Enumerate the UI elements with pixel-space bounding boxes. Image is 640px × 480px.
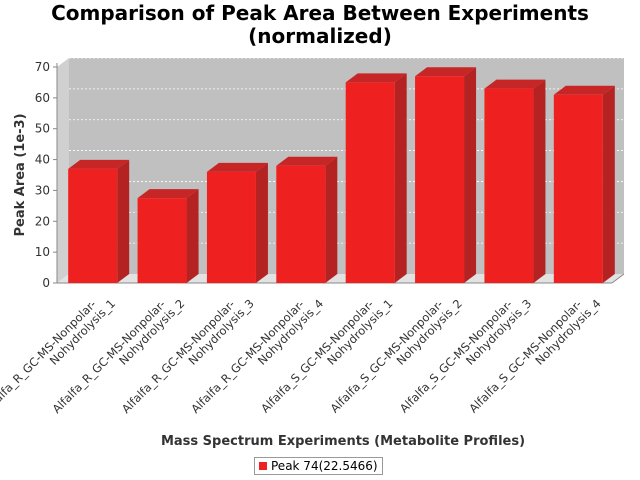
bar bbox=[137, 198, 187, 283]
y-tick-label: 20 bbox=[35, 214, 50, 228]
chart-title-line-2: (normalized) bbox=[248, 24, 392, 48]
bar-side bbox=[533, 79, 546, 283]
plot-floor bbox=[57, 274, 624, 283]
x-tick-label: Alfalfa_S_GC-MS-Nonpolar-Nohydrolysis_1 bbox=[258, 287, 395, 424]
chart-title: Comparison of Peak Area Between Experime… bbox=[0, 2, 640, 48]
x-axis-depth-line bbox=[611, 273, 625, 284]
chart-title-line-1: Comparison of Peak Area Between Experime… bbox=[51, 1, 589, 25]
y-tick-label: 30 bbox=[35, 183, 50, 197]
y-tick-label: 40 bbox=[35, 153, 50, 167]
x-tick-label: Alfalfa_S_GC-MS-Nonpolar-Nohydrolysis_4 bbox=[466, 287, 603, 424]
bar bbox=[276, 165, 326, 283]
plot-side-wall bbox=[57, 58, 69, 283]
x-tick-label: Alfalfa_S_GC-MS-Nonpolar-Nohydrolysis_3 bbox=[397, 287, 534, 424]
bar-side bbox=[325, 156, 338, 283]
y-tick-label: 70 bbox=[35, 60, 50, 74]
bar-side bbox=[602, 85, 615, 284]
bar-side bbox=[186, 189, 199, 283]
bar-top bbox=[276, 156, 338, 166]
bar bbox=[553, 94, 603, 284]
chart-legend: Peak 74(22.5466) bbox=[254, 457, 383, 475]
legend-label: Peak 74(22.5466) bbox=[271, 459, 378, 473]
bar-top bbox=[137, 189, 199, 199]
bar-top bbox=[68, 159, 130, 169]
y-tick-label: 10 bbox=[35, 245, 50, 259]
bar bbox=[345, 82, 395, 283]
bar bbox=[206, 171, 256, 283]
y-tick-label: 50 bbox=[35, 122, 50, 136]
bar bbox=[68, 168, 118, 283]
x-tick-label: Alfalfa_S_GC-MS-Nonpolar-Nohydrolysis_2 bbox=[327, 287, 464, 424]
bar-side bbox=[117, 159, 130, 283]
y-axis-label: Peak Area (1e-3) bbox=[13, 113, 28, 236]
bar-side bbox=[464, 67, 477, 283]
x-tick-label: Alfalfa_R_GC-MS-Nonpolar-Nohydrolysis_2 bbox=[49, 287, 187, 425]
x-tick-label: Alfalfa_R_GC-MS-Nonpolar-Nohydrolysis_3 bbox=[119, 287, 257, 425]
bar bbox=[484, 88, 534, 283]
bar-top bbox=[345, 73, 407, 83]
x-axis-label: Mass Spectrum Experiments (Metabolite Pr… bbox=[161, 434, 525, 449]
y-tick-label: 0 bbox=[42, 276, 50, 290]
bar-side bbox=[394, 73, 407, 283]
y-tick-label: 60 bbox=[35, 91, 50, 105]
x-tick-label: Alfalfa_R_GC-MS-Nonpolar-Nohydrolysis_4 bbox=[188, 287, 326, 425]
legend-swatch bbox=[259, 462, 267, 470]
bar-top bbox=[553, 85, 615, 95]
bar bbox=[415, 76, 465, 283]
bar-top bbox=[484, 79, 546, 89]
bar-top bbox=[415, 67, 477, 77]
bar-top bbox=[206, 162, 268, 172]
bar-side bbox=[255, 162, 268, 283]
